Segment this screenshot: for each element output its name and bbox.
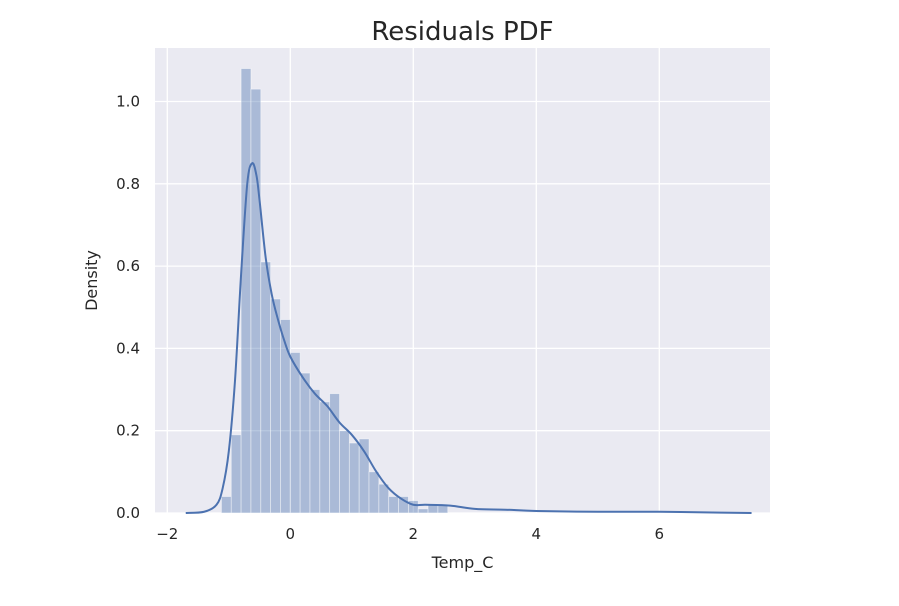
- grid-lines: [155, 48, 770, 514]
- y-tick-label: 1.0: [116, 92, 140, 110]
- histogram-bar: [289, 352, 301, 514]
- histogram-bar: [260, 261, 272, 514]
- histogram-bar: [378, 483, 390, 514]
- y-axis-label: Density: [82, 250, 101, 311]
- x-tick-label: 2: [409, 525, 419, 543]
- x-tick-label: −2: [156, 525, 178, 543]
- histogram-bar: [240, 68, 252, 514]
- histogram-bar: [368, 471, 380, 514]
- y-tick-labels: 0.0 0.2 0.4 0.6 0.8 1.0: [116, 92, 140, 522]
- y-tick-label: 0.2: [116, 422, 140, 440]
- x-tick-labels: −2 0 2 4 6: [156, 525, 664, 543]
- histogram-bar: [299, 372, 311, 514]
- y-tick-label: 0.4: [116, 339, 140, 357]
- plot-area: [155, 48, 770, 513]
- histogram-bar: [230, 434, 242, 514]
- x-axis-label: Temp_C: [431, 553, 494, 573]
- histogram-bar: [348, 442, 360, 514]
- y-tick-label: 0.6: [116, 257, 140, 275]
- y-tick-label: 0.0: [116, 504, 140, 522]
- histogram-bar: [319, 401, 331, 514]
- histogram-bar: [339, 430, 350, 514]
- histogram-bar: [388, 496, 399, 514]
- chart-title: Residuals PDF: [371, 17, 553, 47]
- histogram-bar: [280, 319, 291, 514]
- histogram-bar: [250, 88, 262, 514]
- histogram-bars: [221, 68, 449, 514]
- histogram-bar: [221, 496, 232, 514]
- x-tick-label: 4: [532, 525, 542, 543]
- histogram-bar: [417, 508, 429, 514]
- x-tick-label: 0: [286, 525, 296, 543]
- histogram-bar: [270, 298, 281, 514]
- histogram-bar: [427, 504, 439, 514]
- histogram-bar: [407, 500, 419, 514]
- y-tick-label: 0.8: [116, 175, 140, 193]
- histogram-bar: [309, 389, 321, 514]
- kde-curve: [185, 162, 752, 514]
- x-tick-label: 6: [655, 525, 665, 543]
